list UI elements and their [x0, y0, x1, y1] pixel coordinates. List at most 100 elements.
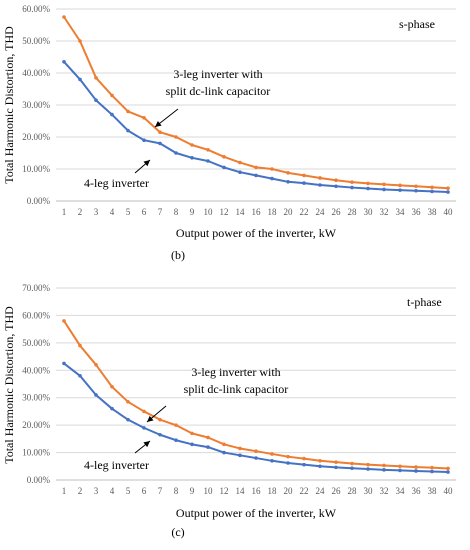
- y-tick-label: 20.00%: [22, 420, 50, 430]
- data-point-4-leg: [142, 138, 146, 142]
- data-point-4-leg: [94, 393, 98, 397]
- x-tick-label: 6: [142, 486, 147, 496]
- x-tick-label: 38: [428, 486, 438, 496]
- x-tick-label: 34: [396, 486, 406, 496]
- x-tick-label: 16: [252, 207, 262, 217]
- phase-label: s-phase: [399, 17, 435, 31]
- annotation-4leg: 4-leg inverter: [84, 176, 149, 190]
- data-point-3-leg: [350, 180, 354, 184]
- series-line-4-leg: [63, 61, 449, 194]
- data-point-4-leg: [350, 466, 354, 471]
- data-point-4-leg: [366, 467, 370, 471]
- data-point-3-leg: [414, 184, 418, 189]
- x-tick-label: 18: [268, 486, 278, 496]
- x-tick-label: 36: [412, 207, 422, 217]
- x-tick-label: 36: [412, 486, 422, 496]
- data-point-3-leg: [142, 409, 146, 414]
- x-tick-label: 6: [142, 207, 147, 217]
- y-tick-label: 0.00%: [27, 196, 51, 206]
- data-point-3-leg: [62, 15, 66, 19]
- data-point-3-leg: [126, 109, 130, 114]
- data-point-4-leg: [62, 361, 66, 366]
- data-point-4-leg: [94, 98, 98, 102]
- data-point-4-leg: [446, 190, 450, 194]
- data-point-4-leg: [190, 156, 194, 160]
- x-tick-label: 1: [62, 207, 67, 217]
- x-axis-title: Output power of the inverter, kW: [176, 226, 337, 240]
- x-tick-label: 5: [126, 486, 131, 496]
- data-point-3-leg: [302, 456, 306, 461]
- data-point-4-leg: [238, 170, 242, 174]
- data-point-3-leg: [110, 384, 114, 389]
- x-tick-label: 2: [78, 207, 83, 217]
- x-tick-label: 16: [252, 486, 262, 496]
- data-point-3-leg: [270, 167, 274, 171]
- x-tick-label: 24: [316, 486, 326, 496]
- data-point-3-leg: [254, 449, 258, 454]
- data-point-3-leg: [158, 130, 162, 134]
- data-point-4-leg: [318, 464, 322, 469]
- arrow-4leg-head: [143, 160, 150, 167]
- x-tick-label: 24: [316, 207, 326, 217]
- x-tick-label: 7: [158, 486, 163, 496]
- y-tick-label: 50.00%: [22, 36, 50, 46]
- arrow-4leg-head: [143, 441, 150, 448]
- y-tick-label: 60.00%: [22, 4, 50, 14]
- panel-caption: (b): [171, 248, 185, 262]
- x-tick-label: 3: [94, 207, 99, 217]
- data-point-3-leg: [350, 461, 354, 466]
- x-tick-label: 14: [236, 486, 246, 496]
- data-point-4-leg: [142, 426, 146, 430]
- x-tick-label: 20: [284, 486, 294, 496]
- data-point-3-leg: [190, 431, 194, 436]
- data-point-3-leg: [158, 417, 162, 422]
- data-point-4-leg: [334, 465, 338, 470]
- data-point-3-leg: [270, 452, 274, 456]
- data-point-3-leg: [318, 459, 322, 463]
- data-point-3-leg: [366, 462, 370, 467]
- x-tick-label: 10: [204, 207, 214, 217]
- x-tick-label: 34: [396, 207, 406, 217]
- data-point-3-leg: [174, 423, 178, 427]
- x-tick-label: 10: [204, 486, 214, 496]
- annotation-3leg-line1: 3-leg inverter with: [191, 365, 280, 379]
- x-tick-label: 38: [428, 207, 438, 217]
- data-point-3-leg: [62, 319, 66, 323]
- data-point-3-leg: [190, 143, 194, 147]
- data-point-3-leg: [126, 400, 130, 404]
- data-point-3-leg: [110, 93, 114, 98]
- x-tick-label: 20: [284, 207, 294, 217]
- data-point-4-leg: [414, 188, 418, 193]
- x-tick-label: 30: [364, 207, 374, 217]
- x-tick-label: 30: [364, 486, 374, 496]
- annotation-3leg-line2: split dc-link capacitor: [166, 84, 271, 98]
- data-point-4-leg: [318, 183, 322, 187]
- data-point-4-leg: [350, 185, 354, 190]
- data-point-3-leg: [446, 466, 450, 471]
- x-axis-title: Output power of the inverter, kW: [176, 506, 337, 520]
- x-tick-label: 8: [174, 486, 179, 496]
- chart-panel-c: 0.00% 10.00% 20.00% 30.00% 40.00% 50.00% 60.00…: [2, 283, 456, 539]
- data-point-3-leg: [414, 465, 418, 469]
- data-point-3-leg: [430, 465, 434, 470]
- y-tick-label: 10.00%: [22, 164, 50, 174]
- data-point-4-leg: [254, 173, 258, 178]
- data-point-3-leg: [222, 155, 226, 159]
- data-point-3-leg: [286, 454, 290, 459]
- data-point-4-leg: [174, 438, 178, 443]
- x-tick-label: 32: [380, 486, 389, 496]
- y-tick-label: 0.00%: [27, 475, 51, 485]
- data-point-4-leg: [158, 141, 162, 146]
- data-point-4-leg: [206, 445, 210, 449]
- data-point-4-leg: [110, 112, 114, 117]
- data-point-4-leg: [414, 469, 418, 473]
- data-point-4-leg: [174, 151, 178, 155]
- arrow-3leg-head: [155, 120, 162, 127]
- x-tick-label: 18: [268, 207, 278, 217]
- x-tick-label: 9: [190, 486, 195, 496]
- data-point-3-leg: [94, 363, 98, 367]
- data-point-4-leg: [286, 180, 290, 184]
- x-tick-label: 26: [332, 486, 342, 496]
- x-tick-label: 5: [126, 207, 131, 217]
